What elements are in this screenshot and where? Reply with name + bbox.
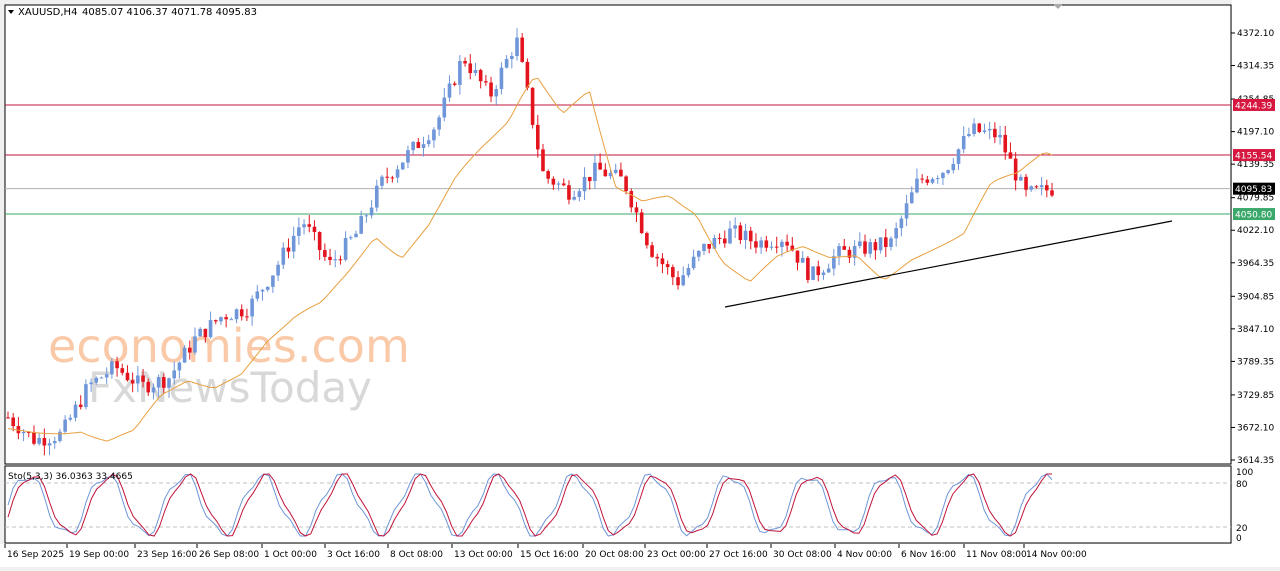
time-tick-label: 30 Oct 08:00 bbox=[773, 550, 832, 560]
watermark-line-2: FxNewsToday bbox=[88, 363, 372, 412]
price-tick-label: 3904.85 bbox=[1237, 292, 1274, 302]
price-tick-label: 4372.10 bbox=[1237, 29, 1274, 39]
support-1-tag: 4050.80 bbox=[1235, 211, 1272, 221]
price-tick-label: 4139.35 bbox=[1237, 160, 1274, 170]
price-level-tags: 4244.39 4155.54 4095.83 4050.80 bbox=[1233, 98, 1275, 221]
time-tick-label: 4 Nov 00:00 bbox=[837, 550, 892, 560]
indicator-label: Sto(5,3,3) 36.0363 33.4665 bbox=[8, 472, 133, 482]
time-axis[interactable]: 16 Sep 2025 19 Sep 00:00 23 Sep 16:00 26 Se… bbox=[4, 544, 1087, 560]
time-tick-label: 26 Sep 08:00 bbox=[199, 550, 259, 560]
time-tick-label: 1 Oct 00:00 bbox=[264, 550, 317, 560]
ohlc-values: 4085.07 4106.37 4071.78 4095.83 bbox=[82, 7, 257, 18]
time-tick-label: 23 Oct 00:00 bbox=[647, 550, 706, 560]
time-tick-label: 14 Nov 00:00 bbox=[1026, 550, 1087, 560]
indicator-tick-label: 80 bbox=[1236, 480, 1248, 490]
chart-shift-marker-icon[interactable] bbox=[1053, 4, 1063, 9]
ascending-trendline[interactable] bbox=[724, 220, 1173, 308]
time-tick-label: 11 Nov 08:00 bbox=[966, 550, 1027, 560]
watermark: economies.com FxNewsToday bbox=[48, 319, 410, 412]
resistance-1-tag: 4244.39 bbox=[1235, 101, 1272, 111]
price-tick-label: 3847.10 bbox=[1237, 325, 1274, 335]
time-tick-label: 27 Oct 16:00 bbox=[709, 550, 768, 560]
symbol-label: XAUUSD,H4 bbox=[18, 7, 77, 18]
indicator-tick-label: 0 bbox=[1236, 534, 1242, 544]
price-tick-label: 3789.35 bbox=[1237, 357, 1274, 367]
resistance-2-tag: 4155.54 bbox=[1235, 152, 1272, 162]
candlestick-series bbox=[6, 28, 1054, 456]
moving-average-line bbox=[7, 77, 1053, 442]
time-tick-label: 23 Sep 16:00 bbox=[137, 550, 197, 560]
time-tick-label: 13 Oct 00:00 bbox=[454, 550, 513, 560]
indicator-tick-label: 100 bbox=[1236, 468, 1253, 478]
stochastic-main-line bbox=[7, 473, 1053, 537]
price-tick-label: 4079.85 bbox=[1237, 194, 1274, 204]
price-tick-label: 3729.85 bbox=[1237, 391, 1274, 401]
watermark-line-1: economies.com bbox=[48, 319, 410, 373]
current-price-tag: 4095.83 bbox=[1235, 185, 1272, 195]
collapse-arrow-icon[interactable] bbox=[8, 10, 14, 14]
time-tick-label: 8 Oct 08:00 bbox=[390, 550, 443, 560]
time-tick-label: 3 Oct 16:00 bbox=[327, 550, 380, 560]
time-tick-label: 19 Sep 00:00 bbox=[69, 550, 129, 560]
time-tick-label: 20 Oct 08:00 bbox=[585, 550, 644, 560]
time-tick-label: 15 Oct 16:00 bbox=[520, 550, 579, 560]
price-tick-label: 3614.35 bbox=[1237, 456, 1274, 466]
indicator-plot-area[interactable] bbox=[4, 465, 1232, 544]
price-tick-label: 4314.35 bbox=[1237, 62, 1274, 72]
price-tick-label: 3672.10 bbox=[1237, 423, 1274, 433]
price-tick-label: 3964.35 bbox=[1237, 259, 1274, 269]
time-tick-label: 6 Nov 16:00 bbox=[901, 550, 956, 560]
indicator-axis: 100 80 200 bbox=[1236, 468, 1253, 544]
stochastic-signal-line bbox=[7, 473, 1052, 537]
indicator-tick-label: 20 bbox=[1236, 524, 1248, 534]
price-tick-label: 4022.10 bbox=[1237, 226, 1274, 236]
price-tick-label: 4197.10 bbox=[1237, 128, 1274, 138]
time-tick-label: 16 Sep 2025 bbox=[7, 550, 64, 560]
